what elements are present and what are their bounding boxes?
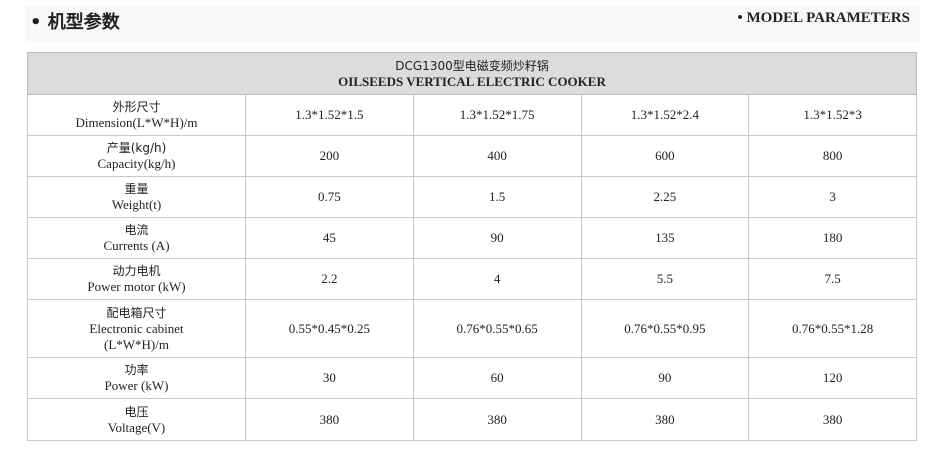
row-label-en: Voltage(V): [107, 419, 166, 435]
row-label: 配电箱尺寸 Electronic cabinet (L*W*H)/m: [27, 299, 246, 358]
row-label: 功率 Power (kW): [27, 357, 246, 399]
table-cell: 0.76*0.55*0.95: [580, 299, 750, 358]
row-label-en: Electronic cabinet: [89, 320, 184, 336]
table-row: 重量 Weight(t) 0.75 1.5 2.25 3: [27, 176, 917, 218]
table-cell: 180: [748, 217, 917, 259]
table-cell: 1.3*1.52*1.75: [412, 94, 582, 136]
table-title-en: OILSEEDS VERTICAL ELECTRIC COOKER: [338, 73, 606, 89]
table-row: 电流 Currents (A) 45 90 135 180: [27, 217, 917, 259]
row-label-en: Capacity(kg/h): [97, 156, 176, 171]
table-cell: 60: [412, 357, 582, 399]
table-cell: 2.2: [245, 258, 414, 300]
table-cell: 1.5: [412, 176, 582, 218]
table-cell: 380: [580, 398, 750, 441]
row-label-en: Weight(t): [111, 197, 162, 212]
row-label: 电压 Voltage(V): [27, 398, 246, 441]
table-cell: 380: [245, 398, 414, 441]
row-label-en: Currents (A): [103, 238, 170, 253]
table-row: 产量(kg/h) Capacity(kg/h) 200 400 600 800: [27, 135, 917, 177]
row-label: 动力电机 Power motor (kW): [27, 258, 246, 300]
row-label-zh: 电流: [124, 223, 149, 237]
section-header: [25, 6, 920, 41]
row-label-zh: 产量(kg/h): [106, 141, 167, 155]
table-cell: 0.76*0.55*0.65: [412, 299, 582, 358]
table-cell: 1.3*1.52*3: [748, 94, 917, 136]
row-label-zh: 配电箱尺寸: [106, 305, 167, 320]
table-cell: 0.76*0.55*1.28: [748, 299, 917, 358]
table-cell: 380: [748, 398, 917, 441]
table-title-row: DCG1300型电磁变频炒籽锅 OILSEEDS VERTICAL ELECTR…: [27, 52, 917, 95]
row-label-zh: 功率: [124, 363, 149, 377]
table-cell: 0.55*0.45*0.25: [245, 299, 414, 358]
table-cell: 5.5: [580, 258, 750, 300]
table-title-zh: DCG1300型电磁变频炒籽锅: [395, 58, 549, 73]
table-cell: 7.5: [748, 258, 917, 300]
row-label: 电流 Currents (A): [27, 217, 246, 259]
table-cell: 120: [748, 357, 917, 399]
table-cell: 600: [580, 135, 750, 177]
row-label-zh: 重量: [124, 182, 149, 196]
table-cell: 800: [748, 135, 917, 177]
table-cell: 200: [245, 135, 414, 177]
table-cell: 2.25: [580, 176, 750, 218]
row-label-en: Power motor (kW): [87, 279, 186, 294]
table-row: 配电箱尺寸 Electronic cabinet (L*W*H)/m 0.55*0.4…: [27, 299, 917, 358]
section-title-en: • MODEL PARAMETERS: [737, 10, 911, 26]
table-cell: 90: [580, 357, 750, 399]
table-cell: 45: [245, 217, 414, 259]
table-cell: 380: [412, 398, 582, 441]
table-cell: 4: [412, 258, 582, 300]
table-row: 功率 Power (kW) 30 60 90 120: [27, 357, 917, 399]
section-title-zh: • 机型参数: [30, 12, 120, 33]
table-cell: 400: [412, 135, 582, 177]
table-cell: 1.3*1.52*2.4: [580, 94, 750, 136]
table-row: 动力电机 Power motor (kW) 2.2 4 5.5 7.5: [27, 258, 917, 300]
model-parameters-table: DCG1300型电磁变频炒籽锅 OILSEEDS VERTICAL ELECTR…: [27, 52, 917, 441]
table-cell: 1.3*1.52*1.5: [245, 94, 414, 136]
table-cell: 135: [580, 217, 750, 259]
row-label: 外形尺寸 Dimension(L*W*H)/m: [27, 94, 246, 136]
row-label-en: Power (kW): [104, 378, 169, 393]
row-label: 产量(kg/h) Capacity(kg/h): [27, 135, 246, 177]
table-cell: 90: [412, 217, 582, 259]
table-cell: 3: [748, 176, 917, 218]
row-label-zh: 外形尺寸: [112, 100, 161, 114]
table-cell: 0.75: [245, 176, 414, 218]
table-row: 外形尺寸 Dimension(L*W*H)/m 1.3*1.52*1.5 1.3*1.…: [27, 94, 917, 136]
row-label-en-2: (L*W*H)/m: [104, 336, 169, 352]
row-label-zh: 动力电机: [112, 264, 161, 278]
row-label-zh: 电压: [124, 404, 149, 419]
table-cell: 30: [245, 357, 414, 399]
row-label-en: Dimension(L*W*H)/m: [75, 115, 198, 130]
table-row: 电压 Voltage(V) 380 380 380 380: [27, 398, 917, 441]
row-label: 重量 Weight(t): [27, 176, 246, 218]
